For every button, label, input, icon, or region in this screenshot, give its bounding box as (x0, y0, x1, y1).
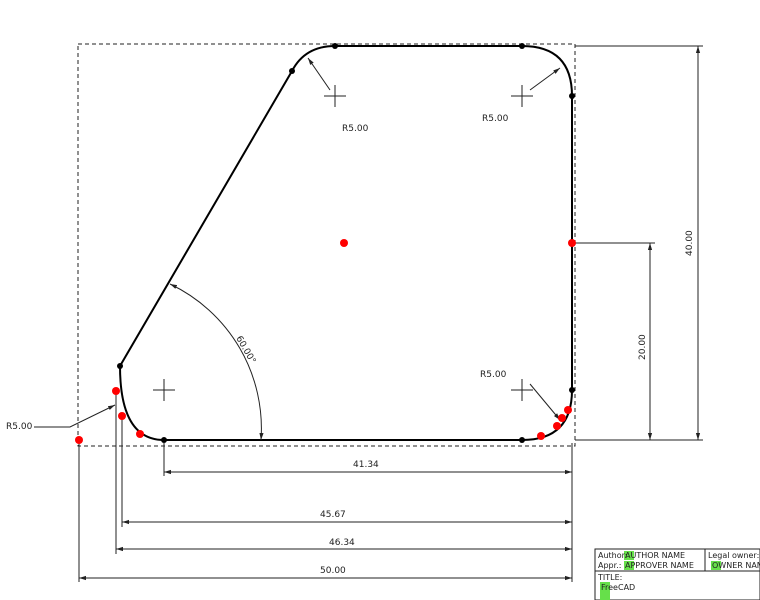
dim-label-40: 40.00 (685, 230, 695, 256)
title-value[interactable]: FreeCAD (601, 583, 635, 592)
vertex-point[interactable] (519, 437, 525, 443)
dim-label-50: 50.00 (320, 566, 346, 576)
title-block: Author: AUTHOR NAME Appr.: APPROVER NAME… (594, 548, 760, 600)
legal-owner-value[interactable]: OWNER NAME (712, 561, 760, 570)
reference-point-origin[interactable] (75, 436, 83, 444)
reference-point[interactable] (553, 422, 561, 430)
radius-label-bottom-left: R5.00 (6, 422, 33, 432)
radius-leader-bottom-right (529, 383, 561, 421)
reference-point[interactable] (112, 387, 120, 395)
vertex-point[interactable] (332, 43, 338, 49)
radius-leader-top-left (307, 57, 331, 91)
center-mark-bottom-left (153, 379, 175, 401)
dim-label-45: 45.67 (320, 510, 346, 520)
reference-point[interactable] (558, 414, 566, 422)
title-label: TITLE: (597, 573, 622, 582)
reference-point[interactable] (537, 432, 545, 440)
center-mark-top-left (324, 85, 346, 107)
angle-label: 60.00° (233, 335, 257, 366)
dim-label-41: 41.34 (353, 460, 379, 470)
approver-label: Appr.: (598, 561, 621, 570)
radius-leader-top-right (529, 67, 561, 91)
vertex-point[interactable] (161, 437, 167, 443)
vertex-point[interactable] (519, 43, 525, 49)
angle-arc (169, 283, 264, 441)
reference-point[interactable] (118, 412, 126, 420)
radius-leader-bottom-left (34, 404, 116, 428)
radius-label-bottom-right: R5.00 (480, 370, 507, 380)
legal-owner-label: Legal owner: (708, 551, 759, 560)
vertex-point[interactable] (117, 363, 123, 369)
radius-label-top-left: R5.00 (342, 124, 369, 134)
reference-point-center[interactable] (340, 239, 348, 247)
vertex-point[interactable] (569, 387, 575, 393)
approver-value[interactable]: APPROVER NAME (625, 561, 694, 570)
radius-label-top-right: R5.00 (482, 114, 509, 124)
center-mark-top-right (511, 85, 533, 107)
center-mark-bottom-right (511, 379, 533, 401)
vertex-point[interactable] (289, 68, 295, 74)
bounding-box (77, 43, 576, 447)
reference-point[interactable] (136, 430, 144, 438)
author-label: Author: (598, 551, 628, 560)
dim-label-20: 20.00 (638, 334, 648, 360)
dim-label-46: 46.34 (329, 538, 355, 548)
reference-point[interactable] (564, 406, 572, 414)
author-value[interactable]: AUTHOR NAME (625, 551, 685, 560)
vertex-point[interactable] (569, 93, 575, 99)
reference-point-right[interactable] (568, 239, 576, 247)
